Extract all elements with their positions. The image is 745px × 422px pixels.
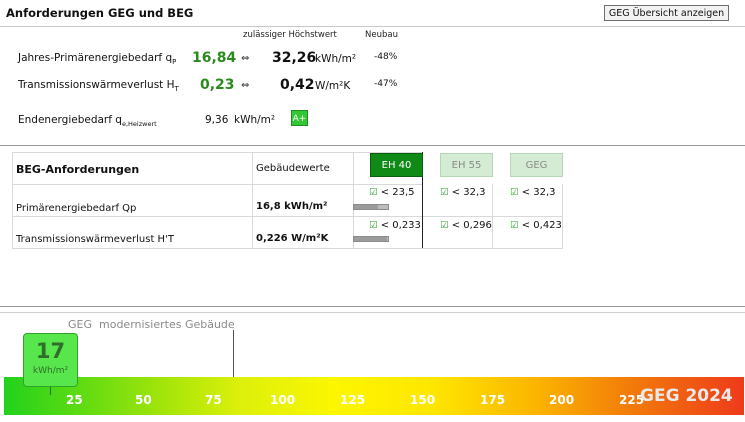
table-border (12, 152, 13, 248)
compare-arrow-icon: ⇔ (241, 53, 250, 64)
scale-tick: 25 (66, 393, 83, 407)
bar-fill (354, 205, 379, 209)
header-divider (0, 26, 745, 27)
transmission-ratio-bar (353, 236, 389, 242)
checkbox-checked-icon: ☑ (510, 220, 519, 231)
panel-title: Anforderungen GEG und BEG (6, 6, 194, 20)
transmission-pct: -47% (374, 79, 398, 89)
beg-primary-label: Primärenergiebedarf Qp (16, 203, 137, 214)
beg-primary-value: 16,8 kWh/m² (256, 201, 328, 212)
table-border (353, 152, 354, 248)
end-energy-value: 9,36 (205, 114, 229, 126)
scale-tick: 175 (480, 393, 506, 407)
primary-energy-max: 32,26 (272, 50, 317, 66)
primary-ratio-bar (353, 204, 389, 210)
table-border (12, 152, 422, 153)
section-divider (0, 145, 745, 146)
current-value-marker: 17 kWh/m² (23, 333, 78, 387)
scale-tick: 50 (135, 393, 152, 407)
primary-energy-label: Jahres-Primärenergiebedarf qP (18, 52, 177, 67)
scale-label: GEG 2024 (640, 386, 733, 406)
checkbox-checked-icon: ☑ (369, 220, 378, 231)
scale-tick: 200 (549, 393, 575, 407)
tab-geg[interactable]: GEG (510, 153, 563, 177)
primary-energy-pct: -48% (374, 52, 398, 62)
beg-transmission-value: 0,226 W/m²K (256, 233, 329, 244)
marker-value: 17 (35, 339, 66, 363)
scale-tick: 100 (270, 393, 296, 407)
compare-arrow-icon: ⇔ (241, 80, 250, 91)
check-eh55-transmission: ☑ < 0,296 (440, 220, 492, 231)
table-border (422, 152, 423, 248)
table-border (12, 248, 563, 249)
table-border (562, 184, 563, 248)
table-border (492, 184, 493, 248)
end-energy-label: Endenergiebedarf qe,Heizwert (18, 114, 157, 129)
scale-tick: 125 (340, 393, 366, 407)
tab-eh40[interactable]: EH 40 (370, 153, 423, 177)
transmission-label: Transmissionswärmeverlust HT (18, 79, 179, 94)
table-border (12, 216, 563, 217)
beg-transmission-label: Transmissionswärmeverlust H'T (16, 234, 174, 245)
geg-overview-button[interactable]: GEG Übersicht anzeigen (604, 5, 729, 21)
primary-energy-value: 16,84 (192, 50, 237, 66)
bar-fill (354, 237, 387, 241)
scale-top-divider-inner (0, 312, 745, 313)
transmission-max: 0,42 (280, 77, 315, 93)
transmission-value: 0,23 (200, 77, 235, 93)
marker-unit: kWh/m² (32, 366, 69, 376)
table-border (12, 184, 422, 185)
checkbox-checked-icon: ☑ (369, 187, 378, 198)
tab-eh55[interactable]: EH 55 (440, 153, 493, 177)
column-new-header: Neubau (365, 30, 398, 40)
check-geg-primary: ☑ < 32,3 (510, 187, 556, 198)
building-values-header: Gebäudewerte (256, 163, 330, 174)
checkbox-checked-icon: ☑ (440, 187, 449, 198)
check-eh40-primary: ☑ < 23,5 (369, 187, 415, 198)
scale-caption: GEG modernisiertes Gebäude (68, 318, 235, 331)
check-geg-transmission: ☑ < 0,423 (510, 220, 562, 231)
scale-top-divider (0, 306, 745, 307)
table-border (252, 152, 253, 248)
check-eh40-transmission: ☑ < 0,233 (369, 220, 421, 231)
column-max-header: zulässiger Höchstwert (243, 30, 337, 40)
end-energy-unit: kWh/m² (234, 114, 276, 126)
checkbox-checked-icon: ☑ (440, 220, 449, 231)
primary-energy-unit: kWh/m² (315, 53, 357, 65)
geg-reference-line (233, 330, 234, 378)
scale-tick: 75 (205, 393, 222, 407)
transmission-unit: W/m²K (315, 80, 351, 92)
beg-heading: BEG-Anforderungen (16, 163, 140, 176)
check-eh55-primary: ☑ < 32,3 (440, 187, 486, 198)
scale-tick: 225 (619, 393, 645, 407)
energy-scale-bar (4, 377, 744, 415)
checkbox-checked-icon: ☑ (510, 187, 519, 198)
scale-tick: 150 (410, 393, 436, 407)
efficiency-class-badge: A+ (291, 110, 308, 126)
marker-pointer (50, 387, 51, 395)
